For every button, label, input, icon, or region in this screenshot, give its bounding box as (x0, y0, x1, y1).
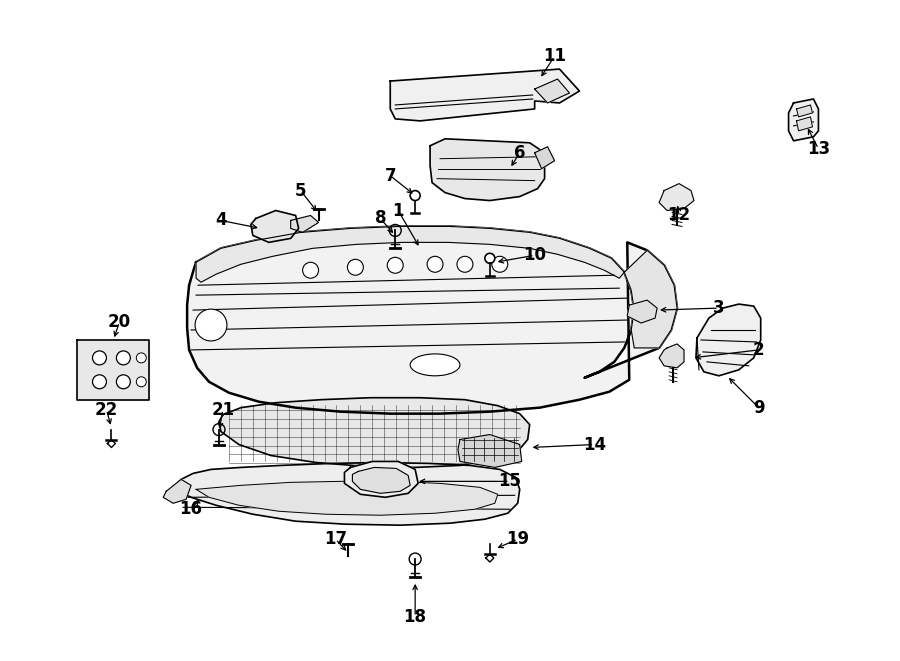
Text: 3: 3 (713, 299, 725, 317)
Polygon shape (659, 344, 684, 368)
Circle shape (347, 259, 364, 275)
Text: 18: 18 (403, 608, 427, 626)
Polygon shape (291, 215, 319, 233)
Polygon shape (788, 99, 818, 141)
Polygon shape (219, 398, 530, 467)
Text: 16: 16 (180, 500, 202, 518)
Circle shape (116, 375, 130, 389)
Polygon shape (163, 479, 191, 503)
Polygon shape (696, 304, 760, 376)
Text: 6: 6 (514, 143, 526, 162)
Circle shape (428, 256, 443, 272)
Polygon shape (196, 481, 498, 515)
Text: 19: 19 (506, 530, 529, 548)
Ellipse shape (410, 354, 460, 376)
Circle shape (387, 257, 403, 273)
Polygon shape (345, 461, 418, 497)
Text: 8: 8 (374, 210, 386, 227)
Text: 2: 2 (753, 341, 764, 359)
Text: 11: 11 (543, 47, 566, 65)
Polygon shape (625, 251, 677, 348)
Text: 1: 1 (392, 202, 404, 219)
Polygon shape (659, 184, 694, 210)
Text: 12: 12 (668, 206, 690, 225)
Polygon shape (187, 227, 677, 414)
Circle shape (136, 353, 147, 363)
Polygon shape (391, 69, 580, 121)
Text: 17: 17 (324, 530, 347, 548)
Circle shape (93, 351, 106, 365)
Text: 20: 20 (108, 313, 131, 331)
Text: 15: 15 (499, 473, 521, 490)
Polygon shape (251, 210, 299, 243)
Polygon shape (627, 300, 657, 323)
Polygon shape (171, 463, 519, 525)
Circle shape (485, 253, 495, 263)
Text: 13: 13 (807, 139, 830, 158)
Text: 9: 9 (753, 399, 764, 416)
Polygon shape (76, 340, 149, 400)
Polygon shape (353, 467, 410, 493)
Circle shape (136, 377, 147, 387)
Polygon shape (796, 105, 813, 117)
Text: 5: 5 (295, 182, 306, 200)
Circle shape (195, 309, 227, 341)
Text: 10: 10 (523, 247, 546, 264)
Text: 7: 7 (384, 167, 396, 184)
Circle shape (457, 256, 472, 272)
Text: 22: 22 (94, 401, 118, 418)
Polygon shape (535, 79, 570, 103)
Text: 4: 4 (215, 212, 227, 229)
Circle shape (116, 351, 130, 365)
Text: 21: 21 (212, 401, 235, 418)
Polygon shape (796, 117, 813, 131)
Circle shape (93, 375, 106, 389)
Circle shape (410, 190, 420, 200)
Circle shape (491, 256, 508, 272)
Circle shape (302, 262, 319, 278)
Polygon shape (196, 227, 625, 282)
Polygon shape (430, 139, 544, 200)
Polygon shape (535, 147, 554, 169)
Text: 14: 14 (583, 436, 606, 453)
Polygon shape (458, 434, 522, 467)
